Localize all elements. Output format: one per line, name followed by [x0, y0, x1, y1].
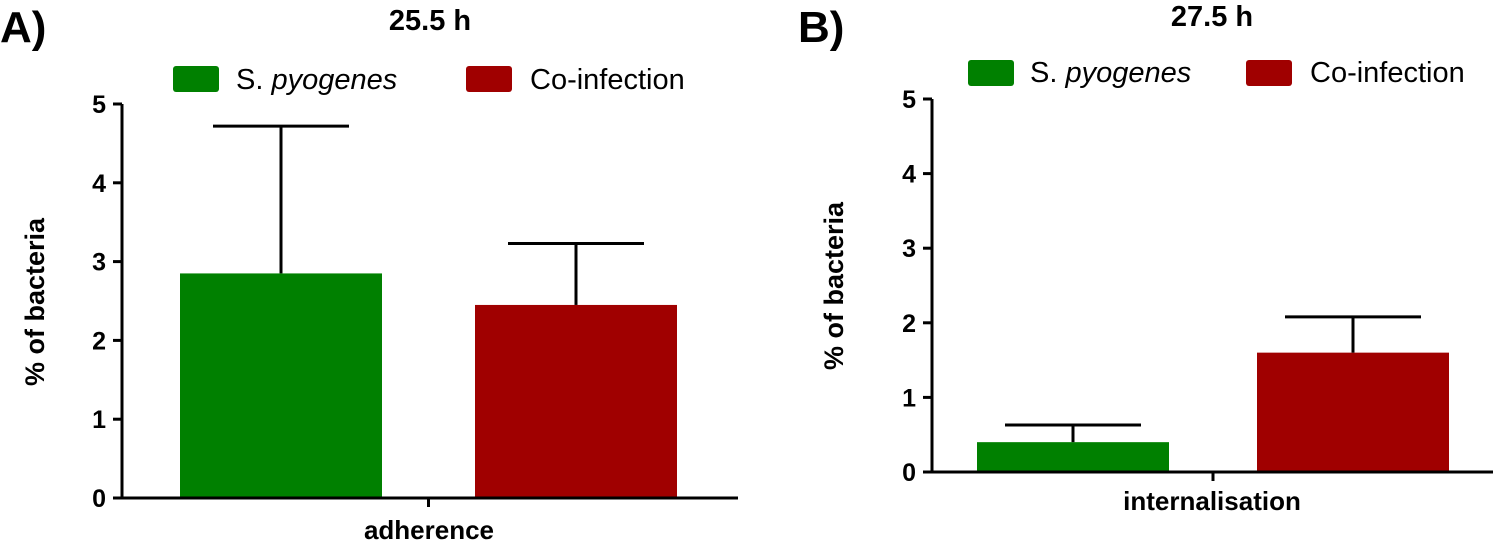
panel-a-letter: A)	[0, 3, 46, 52]
panel-a-plot-area: 0 1 2 3 4 5	[92, 91, 738, 513]
panel-b-title: 27.5 h	[1171, 1, 1253, 33]
panel-b-y-tick-label: 2	[902, 310, 916, 338]
panel-a-y-tick-label: 3	[92, 249, 106, 277]
panel-a-title: 25.5 h	[389, 5, 471, 37]
panel-b-y-tick-label: 1	[902, 384, 916, 412]
panel-b-legend-swatch-s-pyogenes	[968, 60, 1014, 86]
panel-b-y-axis-label: % of bacteria	[819, 201, 849, 370]
panel-b-letter: B)	[798, 3, 844, 52]
panel-a-y-tick-label: 2	[92, 327, 106, 355]
panel-a-legend-label-co-infection: Co-infection	[530, 64, 685, 96]
panel-a-legend-label-s-pyogenes: S. pyogenes	[236, 64, 397, 96]
panel-b-legend-swatch-co-infection	[1246, 60, 1292, 86]
panel-a-x-axis-label: adherence	[364, 515, 494, 542]
panel-a-y-tick-label: 5	[92, 91, 106, 119]
panel-b-internalisation-chart: B) 27.5 h S. pyogenes Co-infection % of …	[798, 1, 1493, 516]
panel-b-x-axis-label: internalisation	[1123, 486, 1301, 516]
panel-a-bar-co-infection	[475, 304, 677, 498]
panel-b-y-tick-label: 5	[902, 86, 916, 114]
panel-b-y-tick-label: 4	[902, 161, 916, 189]
panel-a-bar-s-pyogenes	[180, 273, 382, 498]
panel-a-legend-swatch-s-pyogenes	[173, 66, 219, 92]
panel-a-y-tick-label: 0	[92, 485, 106, 513]
panel-a-adherence-chart: A) 25.5 h S. pyogenes Co-infection % of …	[0, 3, 738, 542]
panel-b-bar-s-pyogenes	[977, 442, 1169, 472]
panel-b-y-tick-label: 0	[902, 459, 916, 487]
panel-a-legend-swatch-co-infection	[466, 66, 512, 92]
panel-b-y-tick-label: 3	[902, 235, 916, 263]
panel-b-bar-co-infection	[1257, 352, 1449, 472]
panel-b-legend: S. pyogenes Co-infection	[968, 57, 1465, 89]
panel-b-legend-label-co-infection: Co-infection	[1310, 57, 1465, 89]
panel-b-legend-label-s-pyogenes: S. pyogenes	[1030, 57, 1191, 89]
panel-b-plot-area: 0 1 2 3 4 5	[902, 86, 1493, 487]
panel-a-y-tick-label: 4	[92, 170, 106, 198]
panel-a-y-axis-label: % of bacteria	[20, 217, 50, 386]
panel-a-y-tick-label: 1	[92, 406, 106, 434]
panel-a-legend: S. pyogenes Co-infection	[173, 64, 685, 96]
